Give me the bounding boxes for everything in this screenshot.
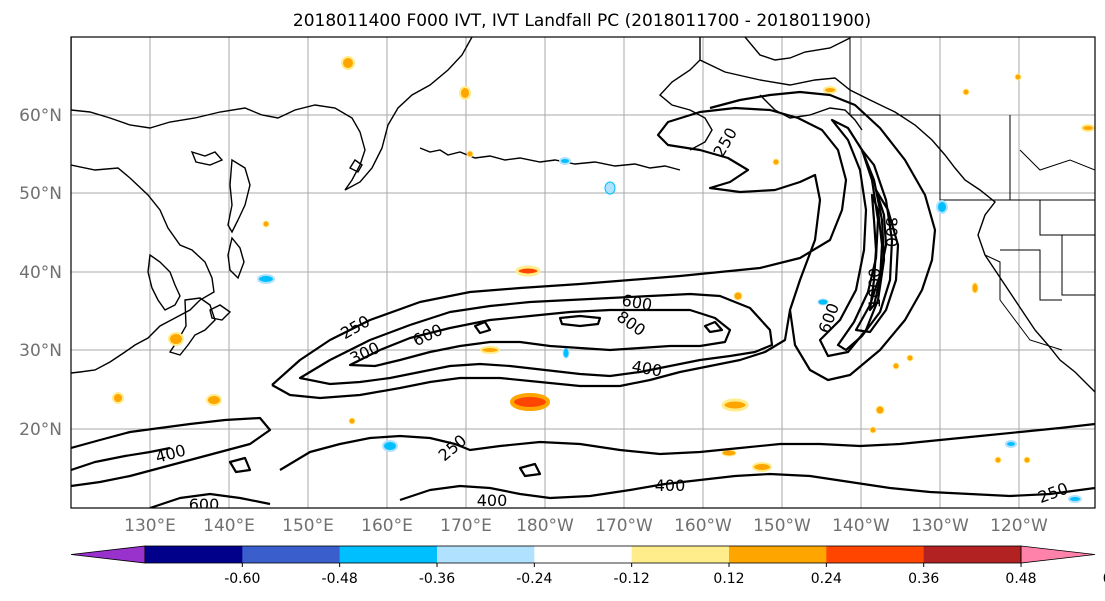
lat-label: 30°N <box>19 341 62 361</box>
colorbar-segment <box>729 546 827 563</box>
gridlines <box>71 37 1095 508</box>
political-borders <box>849 37 1095 351</box>
colorbar-segment <box>534 546 633 563</box>
lon-label: 170°E <box>440 516 492 536</box>
colorbar-segment <box>923 546 1022 563</box>
lat-label: 50°N <box>19 184 62 204</box>
lon-label: 130°E <box>124 516 176 536</box>
lon-label: 160°E <box>361 516 413 536</box>
contour-label: 600 <box>189 495 220 514</box>
latitude-labels: 20°N 30°N 40°N 50°N 60°N <box>19 106 62 440</box>
lon-label: 140°W <box>832 516 890 536</box>
lon-label: 150°E <box>282 516 334 536</box>
colorbar-segment <box>144 546 243 563</box>
lon-label: 130°W <box>911 516 969 536</box>
colorbar-tick-label: -0.48 <box>322 571 358 587</box>
lat-label: 40°N <box>19 263 62 283</box>
colorbar-tick-label: -0.36 <box>419 571 455 587</box>
map-frame <box>70 36 1096 509</box>
lon-label: 150°W <box>753 516 811 536</box>
pc-anomaly-patches <box>112 56 1095 503</box>
colorbar: -0.60 -0.48 -0.36 -0.24 -0.12 0.12 0.24 0.36 0.4… <box>70 545 1105 587</box>
contour-label: 800 <box>882 217 901 248</box>
colorbar-outline <box>144 545 1022 564</box>
colorbar-tick-label: 0.24 <box>811 571 842 587</box>
colorbar-tick-label: -0.24 <box>516 571 552 587</box>
colorbar-segment <box>826 546 925 563</box>
ivt-contours <box>71 90 1095 508</box>
colorbar-arrow-low <box>70 545 146 564</box>
map-title: 2018011400 F000 IVT, IVT Landfall PC (20… <box>293 11 871 31</box>
lat-label: 60°N <box>19 106 62 126</box>
colorbar-segment <box>436 546 535 563</box>
lon-label: 170°W <box>595 516 653 536</box>
lon-label: 160°W <box>674 516 732 536</box>
colorbar-segment <box>242 546 341 563</box>
colorbar-tick-label: 0.36 <box>908 571 939 587</box>
colorbar-segment <box>339 546 438 563</box>
colorbar-arrow-high <box>1020 545 1096 564</box>
lon-label: 120°W <box>990 516 1048 536</box>
colorbar-tick-label: -0.60 <box>224 571 260 587</box>
lon-label: 180°W <box>516 516 574 536</box>
colorbar-segment <box>631 546 730 563</box>
contour-label: 1000 <box>865 268 884 309</box>
colorbar-tick-label: -0.12 <box>614 571 650 587</box>
lon-label: 140°E <box>203 516 255 536</box>
lat-label: 20°N <box>19 420 62 440</box>
longitude-labels: 130°E 140°E 150°E 160°E 170°E 180°W 170°… <box>124 516 1048 536</box>
contour-label: 400 <box>477 491 508 510</box>
colorbar-tick-label: 0.48 <box>1005 571 1036 587</box>
colorbar-tick-label: 0.12 <box>713 571 744 587</box>
colorbar-tick-label: 0.60 <box>1103 571 1105 587</box>
contour-label: 400 <box>655 476 686 495</box>
